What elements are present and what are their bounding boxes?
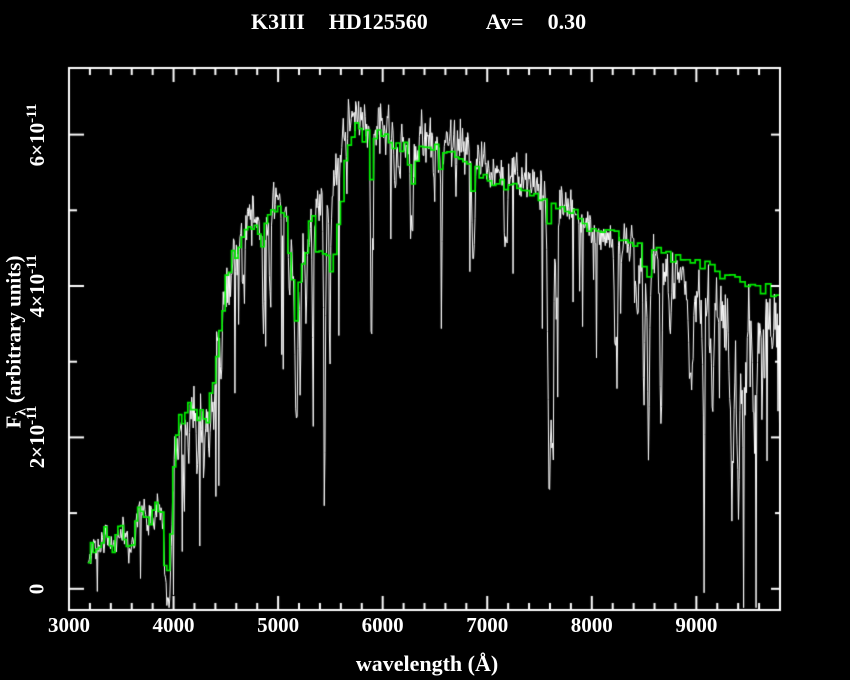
spectrum-figure: K3III HD125560 Av= 0.30 Fλ (arbitrary un… xyxy=(0,0,850,680)
spectrum-plot-canvas xyxy=(0,0,850,680)
